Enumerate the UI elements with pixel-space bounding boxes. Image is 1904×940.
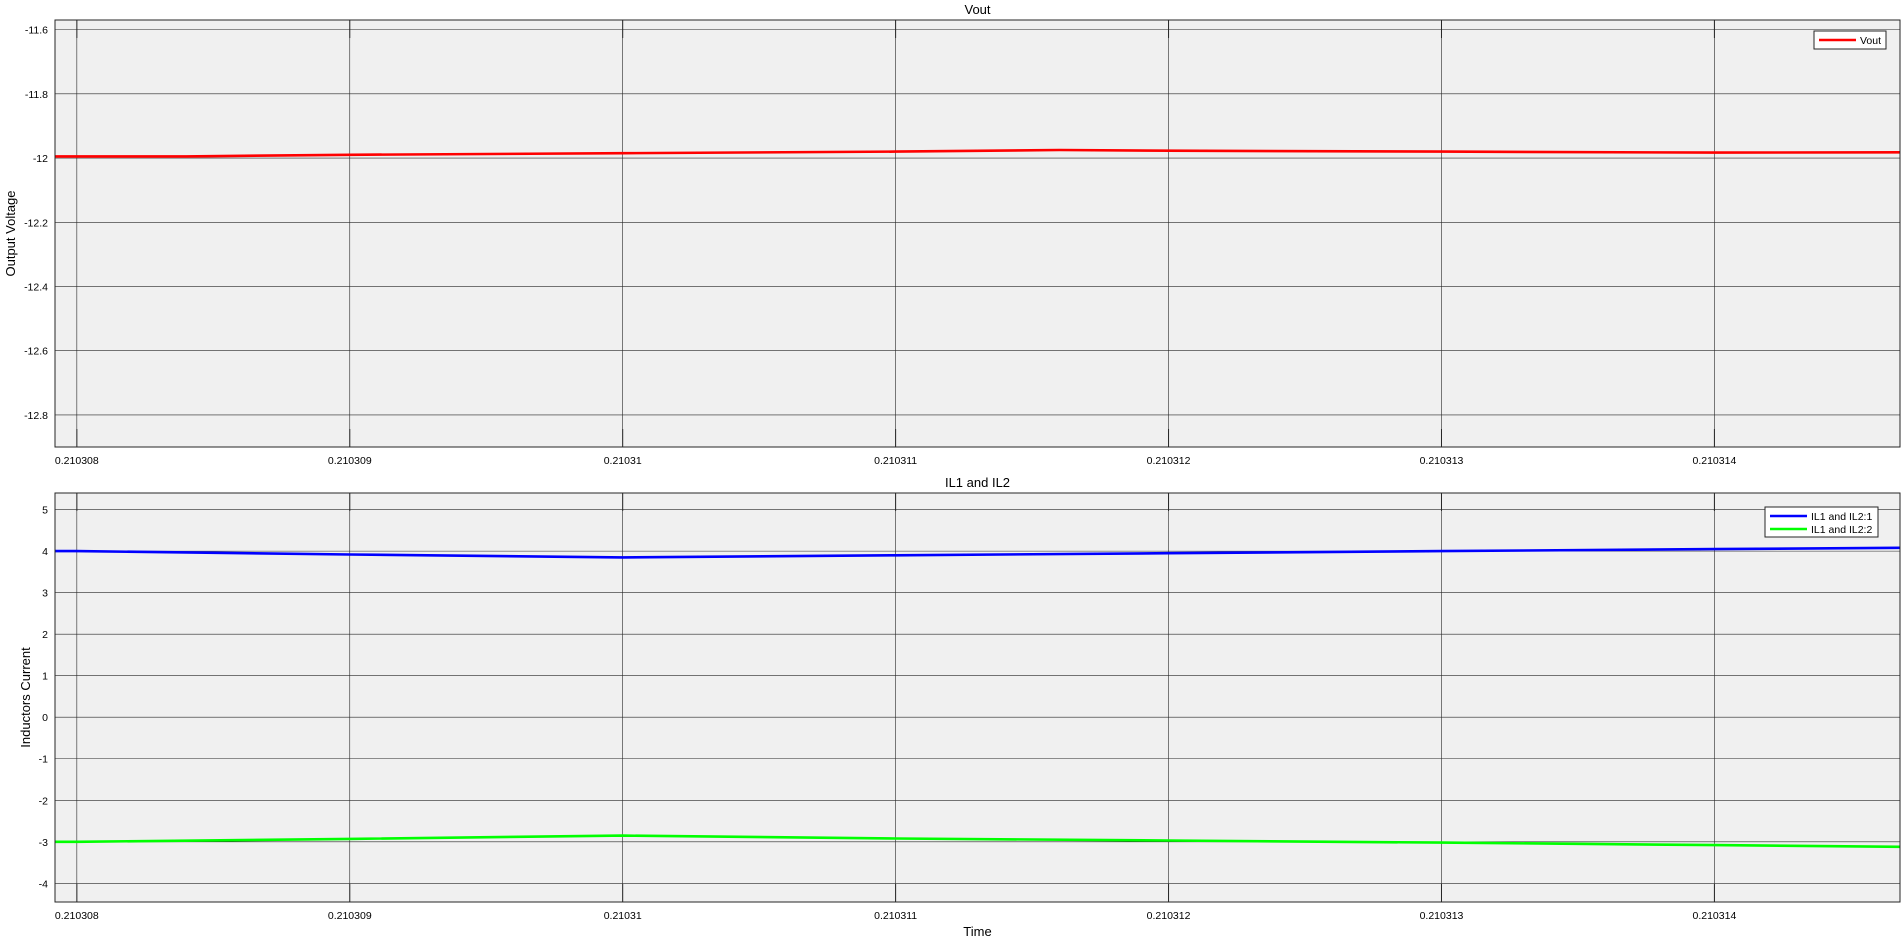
vout-title: Vout <box>964 2 990 17</box>
vout-x-tick-label: 0.210312 <box>1147 455 1191 467</box>
current-y-tick-label: -1 <box>39 754 48 766</box>
vout-axes-box <box>54 19 1901 448</box>
vout-series-line-1 <box>55 148 1901 158</box>
vout-x-tick-label: 0.210309 <box>328 455 372 467</box>
vout-x-tick-label: 0.21031 <box>604 455 642 467</box>
current-x-tick-label: 0.210314 <box>1693 910 1737 922</box>
vout-legend: Vout <box>1813 30 1887 50</box>
current-legend-box <box>1764 506 1879 538</box>
current-y-tick-label: 3 <box>42 588 48 600</box>
current-tick-labels: 0.210308 0.210309 0.21031 0.210311 0.210312 0… <box>39 505 1737 922</box>
current-x-axis-label: Time <box>963 924 991 939</box>
vout-grid <box>55 20 1900 447</box>
current-x-tick-label: 0.210313 <box>1420 910 1464 922</box>
current-x-tick-label: 0.210308 <box>55 910 99 922</box>
vout-y-tick-label: -11.8 <box>25 89 48 101</box>
vout-x-tick-label: 0.210314 <box>1693 455 1737 467</box>
current-legend-label-1: IL1 and IL2:1 <box>1811 511 1872 523</box>
vout-y-axis-label: Output Voltage <box>3 190 18 276</box>
current-series-line-1 <box>55 546 1901 559</box>
current-y-tick-label: 5 <box>42 505 48 517</box>
current-y-tick-label: -3 <box>39 837 48 849</box>
vout-axes-background <box>55 20 1900 447</box>
vout-x-tick-label: 0.210311 <box>874 455 917 467</box>
current-y-tick-label: -4 <box>39 878 48 890</box>
current-x-tick-label: 0.210312 <box>1147 910 1191 922</box>
vout-y-tick-label: -12.8 <box>24 410 48 422</box>
vout-subplot: 0.210308 0.210309 0.21031 0.210311 0.210312 0… <box>3 2 1901 467</box>
vout-tick-labels: 0.210308 0.210309 0.21031 0.210311 0.210312 0… <box>24 25 1736 467</box>
current-axes-background <box>55 493 1900 902</box>
current-title: IL1 and IL2 <box>945 475 1010 490</box>
vout-y-tick-label: -11.6 <box>25 25 48 37</box>
vout-y-tick-label: -12.2 <box>24 217 48 229</box>
current-x-tick-label: 0.21031 <box>604 910 642 922</box>
current-x-tick-label: 0.210311 <box>874 910 917 922</box>
current-y-tick-label: 0 <box>42 712 48 724</box>
current-axes-box <box>54 492 1901 903</box>
inductor-current-subplot: 0.210308 0.210309 0.21031 0.210311 0.210312 0… <box>18 475 1901 939</box>
current-y-tick-label: 4 <box>42 546 48 558</box>
current-legend-label-2: IL1 and IL2:2 <box>1811 524 1872 536</box>
vout-legend-label-1: Vout <box>1860 35 1881 47</box>
vout-x-tick-label: 0.210308 <box>55 455 99 467</box>
current-series-line-2 <box>55 834 1901 849</box>
current-x-tick-label: 0.210309 <box>328 910 372 922</box>
vout-x-tick-label: 0.210313 <box>1420 455 1464 467</box>
current-y-tick-label: 1 <box>42 671 48 683</box>
vout-y-tick-label: -12.6 <box>24 346 48 358</box>
current-grid <box>55 493 1900 902</box>
vout-y-tick-label: -12 <box>33 153 48 165</box>
vout-series-group <box>55 148 1901 158</box>
current-y-tick-label: -2 <box>39 795 48 807</box>
current-y-axis-label: Inductors Current <box>18 647 33 748</box>
vout-y-tick-label: -12.4 <box>24 281 48 293</box>
current-series-group <box>55 546 1901 849</box>
current-y-tick-label: 2 <box>42 629 48 641</box>
